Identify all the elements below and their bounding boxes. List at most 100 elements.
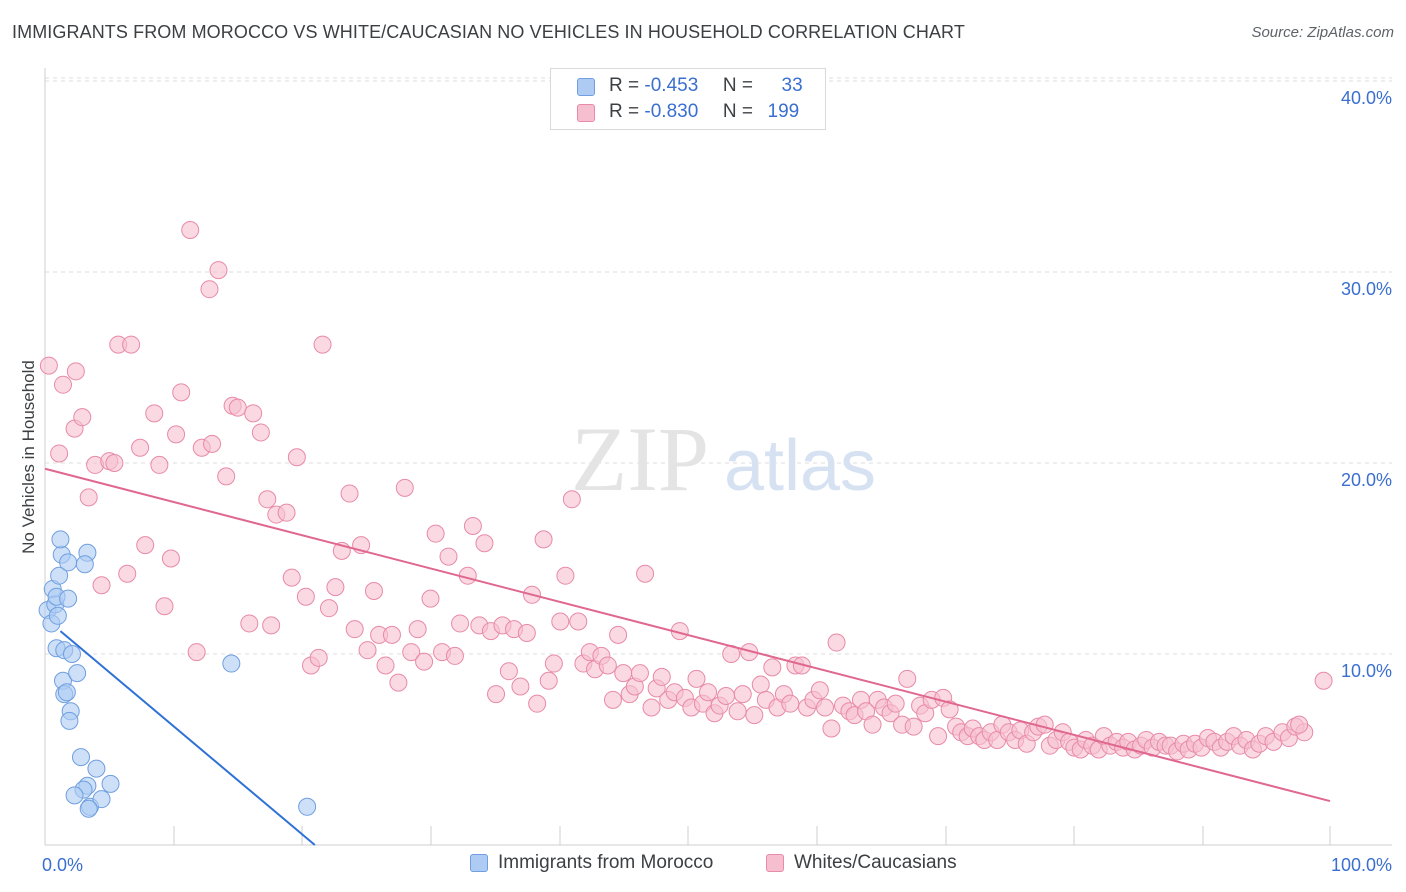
whites-point — [1035, 715, 1054, 734]
whites-point — [511, 677, 530, 696]
whites-point — [551, 612, 570, 631]
morocco-point — [62, 645, 81, 663]
whites-point — [251, 423, 270, 442]
axes — [44, 68, 1392, 846]
morocco-point — [92, 790, 111, 809]
whites-point — [556, 566, 575, 585]
whites-point — [150, 455, 169, 474]
whites-point — [528, 694, 547, 713]
whites-point — [598, 656, 617, 675]
whites-point — [1290, 715, 1309, 734]
whites-point — [614, 664, 633, 683]
morocco-point — [60, 711, 79, 730]
whites-point — [326, 578, 345, 597]
whites-point — [426, 524, 445, 543]
whites-point — [636, 564, 655, 583]
morocco-point — [48, 606, 67, 625]
morocco-point — [65, 786, 84, 805]
whites-point — [534, 530, 553, 549]
legend-swatch-whites — [766, 854, 784, 872]
morocco-point — [75, 555, 94, 574]
whites-point — [389, 673, 408, 692]
whites-point — [73, 408, 92, 427]
whites-point — [277, 503, 296, 522]
r-value: -0.453 — [644, 75, 699, 96]
stats-legend-box: R = -0.453 N = 33 R = -0.830 N = 199 — [550, 68, 826, 130]
x-tick-labels: 0.0% 100.0% — [42, 855, 1392, 875]
whites-point — [240, 614, 259, 633]
whites-point — [728, 702, 747, 721]
whites-point — [781, 694, 800, 713]
y-tick-label: 40.0% — [1341, 88, 1392, 108]
whites-point — [122, 335, 141, 354]
y-tick-label: 20.0% — [1341, 470, 1392, 490]
whites-point — [181, 220, 200, 239]
r-value: -0.830 — [644, 101, 699, 122]
whites-point — [929, 727, 948, 746]
whites-point — [217, 467, 236, 486]
whites-point — [445, 646, 464, 665]
legend-label-morocco: Immigrants from Morocco — [498, 852, 714, 873]
whites-point — [382, 625, 401, 644]
whites-point — [309, 648, 328, 667]
whites-point — [630, 664, 649, 683]
whites-point — [544, 654, 563, 673]
whites-point — [603, 690, 622, 709]
morocco-trend-line — [59, 630, 316, 846]
whites-point — [376, 656, 395, 675]
immigrants-morocco-points — [38, 530, 317, 818]
whites-point — [463, 517, 482, 536]
whites-point — [50, 444, 69, 463]
trend-lines — [44, 467, 1331, 846]
n-value: 199 — [767, 101, 800, 122]
legend-item-morocco[interactable]: Immigrants from Morocco — [470, 852, 713, 874]
whites-point — [172, 383, 191, 402]
whites-point — [609, 625, 628, 644]
watermark: ZIP atlas — [571, 408, 876, 510]
whites-point — [687, 669, 706, 688]
whites-point — [699, 683, 718, 702]
whites-point — [200, 280, 219, 299]
gridlines — [45, 77, 1392, 655]
morocco-point — [71, 748, 90, 767]
whites-point — [642, 698, 661, 717]
morocco-point — [101, 774, 120, 793]
whites-point — [131, 438, 150, 457]
whites-point — [717, 687, 736, 706]
whites-point — [296, 587, 315, 606]
r-label: R = — [609, 101, 640, 122]
whites-point — [53, 375, 72, 394]
whites-point — [451, 614, 470, 633]
whites-point — [92, 576, 111, 595]
whites-trend-line — [44, 467, 1331, 803]
whites-point — [487, 685, 506, 704]
morocco-point — [59, 553, 78, 572]
morocco-point — [59, 589, 78, 608]
whites-point — [408, 620, 427, 639]
bottom-legend: Immigrants from Morocco Whites/Caucasian… — [0, 852, 1406, 878]
whites-point — [358, 641, 377, 660]
morocco-point — [79, 799, 98, 818]
y-tick-label: 30.0% — [1341, 279, 1392, 299]
whites-point — [66, 362, 85, 381]
whites-point — [167, 425, 186, 444]
morocco-point — [298, 797, 317, 816]
whites-point — [345, 620, 364, 639]
whites-point — [499, 662, 518, 681]
whites-point — [517, 623, 536, 642]
whites-point — [539, 671, 558, 690]
whites-point — [745, 706, 764, 725]
whites-point — [415, 652, 434, 671]
morocco-point — [222, 654, 241, 673]
whites-point — [319, 599, 338, 618]
whites-point — [136, 536, 155, 555]
morocco-point — [57, 683, 76, 702]
watermark-atlas: atlas — [724, 426, 876, 506]
legend-item-whites[interactable]: Whites/Caucasians — [766, 852, 957, 874]
y-tick-label: 10.0% — [1341, 661, 1392, 681]
legend-swatch-morocco — [470, 854, 488, 872]
whites-point — [105, 454, 124, 472]
whites-point — [228, 398, 247, 417]
r-label: R = — [609, 75, 640, 96]
